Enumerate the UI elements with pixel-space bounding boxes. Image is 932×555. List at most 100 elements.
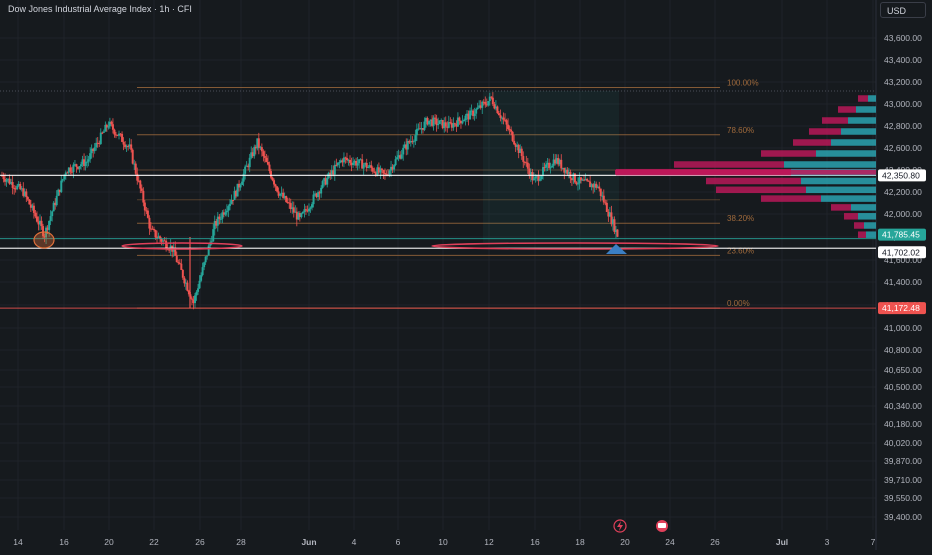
candle-body	[32, 205, 35, 213]
candle-body	[602, 195, 605, 203]
candle-body	[228, 203, 231, 207]
currency-selector[interactable]: USD	[880, 2, 926, 18]
candle-body	[289, 203, 292, 210]
y-tick-label: 43,400.00	[884, 55, 922, 65]
candle-body	[455, 124, 458, 127]
volume-profile-bar-down	[858, 95, 868, 102]
candle-body	[462, 120, 465, 122]
volume-profile-bar-down	[822, 117, 848, 124]
candle-body	[210, 241, 213, 243]
candle-body	[186, 282, 189, 291]
candle-body	[424, 118, 427, 122]
candle-body	[131, 149, 134, 164]
candle-body	[92, 148, 95, 152]
candle-body	[344, 157, 347, 159]
candle-body	[403, 144, 406, 148]
candle-body	[236, 183, 239, 197]
event-markers[interactable]	[613, 519, 668, 533]
candle-body	[564, 169, 567, 173]
candle-body	[295, 211, 298, 220]
candle-body	[491, 97, 494, 105]
candle-body	[472, 110, 475, 116]
candle-body	[373, 171, 376, 173]
candle-body	[607, 211, 610, 217]
candle-body	[572, 173, 575, 181]
candle-body	[301, 212, 304, 214]
candle-body	[485, 104, 488, 106]
candle-body	[156, 237, 159, 239]
candle-body	[538, 179, 541, 181]
candle-body	[592, 184, 595, 188]
candle-body	[450, 122, 453, 128]
volume-profile-bar-down	[809, 128, 841, 135]
x-tick-label: 16	[59, 537, 69, 547]
candle-body	[227, 206, 230, 211]
candle-body	[46, 227, 49, 230]
candle-body	[256, 138, 259, 149]
candle-body	[137, 180, 140, 182]
y-tick-label: 43,000.00	[884, 99, 922, 109]
candle-body	[382, 170, 385, 174]
fib-label: 100.00%	[727, 79, 759, 88]
candle-body	[127, 145, 130, 147]
candle-body	[397, 155, 400, 158]
candle-body	[507, 124, 510, 130]
candle-body	[473, 113, 476, 116]
candle-body	[362, 164, 365, 169]
candle-body	[271, 177, 274, 181]
x-tick-label: 20	[620, 537, 630, 547]
candle-body	[288, 202, 291, 204]
candle-body	[312, 194, 315, 205]
volume-profile-bar-down	[844, 213, 858, 220]
candle-body	[359, 159, 362, 161]
candle-body	[7, 178, 10, 180]
candle-body	[610, 212, 613, 225]
candle-body	[446, 126, 449, 128]
candle-body	[456, 117, 459, 127]
x-axis[interactable]: 14 16 20 22 26 28 Jun 4 6 10 12 16 18 20 24 26 Jul 3 7	[13, 537, 875, 547]
candle-body	[347, 159, 350, 161]
candle-body	[197, 288, 200, 292]
candle-body	[269, 171, 272, 178]
candle-body	[42, 226, 45, 237]
candle-body	[253, 146, 256, 157]
volume-profile-bar-up	[801, 177, 876, 185]
candle-body	[13, 187, 16, 189]
candle-body	[493, 104, 496, 109]
candle-body	[4, 179, 7, 182]
candle-body	[423, 121, 426, 130]
candle-body	[467, 113, 470, 120]
arrow-up-marker	[606, 244, 627, 254]
candle-body	[187, 290, 190, 295]
y-tick-label: 42,600.00	[884, 143, 922, 153]
candle-body	[393, 165, 396, 170]
candle-body	[341, 160, 344, 163]
candle-body	[219, 218, 222, 220]
candle-body	[257, 138, 260, 148]
candle-body	[349, 159, 352, 163]
candle-body	[429, 119, 432, 121]
candle-body	[60, 180, 63, 193]
candle-body	[304, 209, 307, 211]
candle-body	[16, 185, 19, 189]
candle-body	[516, 144, 519, 147]
candle-body	[391, 166, 394, 170]
y-axis[interactable]: 43,600.00 43,400.00 43,200.00 43,000.00 42,8…	[884, 33, 922, 522]
candle-body	[165, 240, 168, 249]
candle-body	[8, 178, 11, 184]
candle-body	[51, 211, 54, 217]
candle-body	[443, 122, 446, 129]
candle-body	[513, 140, 516, 145]
price-tag-bg	[878, 302, 926, 315]
volume-profile-bar-down	[838, 106, 856, 113]
candle-body	[81, 159, 84, 165]
candle-body	[479, 105, 482, 108]
candle-body	[519, 148, 522, 153]
candle-body	[239, 184, 242, 188]
candle-body	[93, 147, 96, 152]
chart-title: Dow Jones Industrial Average Index · 1h …	[8, 4, 192, 14]
volume-profile-bar-up	[858, 213, 876, 220]
candle-body	[570, 178, 573, 181]
